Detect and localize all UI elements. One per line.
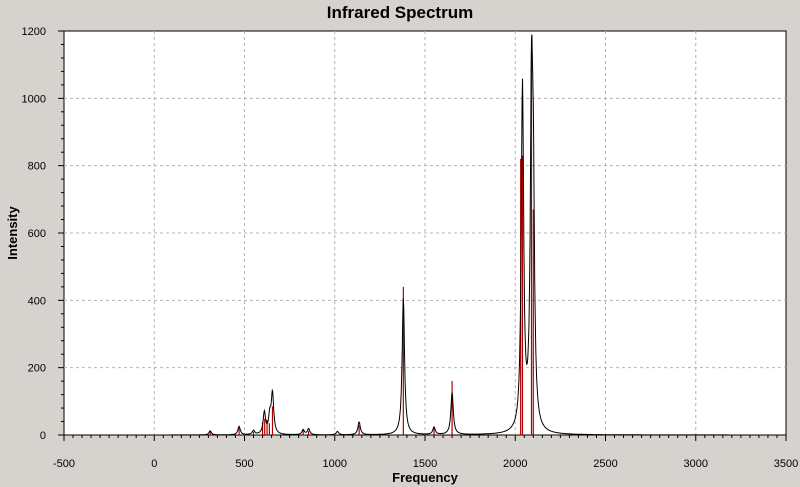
y-tick-label: 400 [28, 295, 46, 307]
spectrum-line [154, 34, 750, 436]
x-tick-label: 0 [151, 458, 157, 470]
x-tick-label: 1500 [413, 458, 437, 470]
grid-lines [64, 31, 786, 435]
minor-ticks [58, 30, 787, 441]
y-tick-label: 800 [28, 161, 46, 173]
x-tick-label: 2500 [593, 458, 617, 470]
x-tick-label: 2000 [503, 458, 527, 470]
y-tick-label: 0 [40, 430, 46, 442]
y-tick-label: 600 [28, 228, 46, 240]
chart-title: Infrared Spectrum [326, 3, 474, 22]
y-axis-title: Intensity [5, 206, 20, 260]
y-tick-label: 1200 [22, 26, 46, 38]
x-tick-label: 3000 [684, 458, 708, 470]
y-tick-label: 200 [28, 363, 46, 375]
y-tick-labels: 0 200 400 600 800 1000 1200 [22, 26, 46, 442]
y-tick-label: 1000 [22, 93, 46, 105]
x-tick-labels: -500 0 500 1000 1500 2000 2500 3000 3500 [53, 458, 798, 470]
x-tick-label: -500 [53, 458, 75, 470]
x-tick-label: 1000 [323, 458, 347, 470]
x-tick-label: 500 [235, 458, 253, 470]
x-tick-label: 3500 [774, 458, 798, 470]
x-axis-title: Frequency [392, 470, 459, 485]
